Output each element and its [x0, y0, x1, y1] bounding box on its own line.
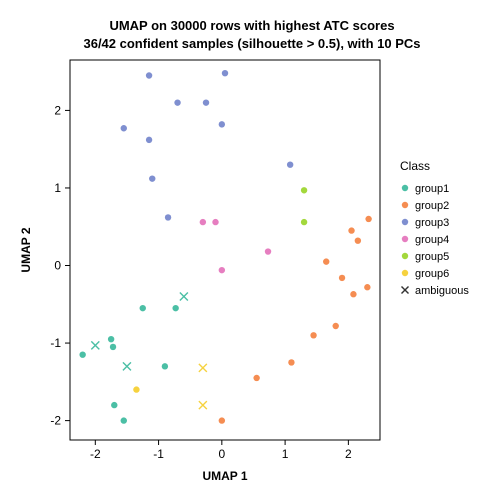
- point-circle: [200, 219, 206, 225]
- x-tick-label: 0: [218, 447, 225, 461]
- point-circle: [333, 323, 339, 329]
- legend-title: Class: [400, 159, 430, 173]
- point-circle: [287, 161, 293, 167]
- x-axis-label: UMAP 1: [202, 469, 247, 483]
- legend-marker-circle: [402, 202, 408, 208]
- point-circle: [301, 187, 307, 193]
- point-circle: [310, 332, 316, 338]
- point-circle: [350, 291, 356, 297]
- plot-box: [70, 60, 380, 440]
- point-circle: [162, 363, 168, 369]
- legend-marker-circle: [402, 219, 408, 225]
- point-circle: [146, 72, 152, 78]
- legend-marker-circle: [402, 236, 408, 242]
- point-circle: [339, 275, 345, 281]
- y-tick-label: 0: [54, 259, 61, 273]
- point-circle: [121, 417, 127, 423]
- x-tick-label: 1: [282, 447, 289, 461]
- point-circle: [108, 336, 114, 342]
- point-circle: [146, 137, 152, 143]
- legend-marker-circle: [402, 185, 408, 191]
- point-circle: [121, 125, 127, 131]
- point-circle: [79, 351, 85, 357]
- point-circle: [149, 175, 155, 181]
- point-circle: [265, 248, 271, 254]
- legend-label: group1: [415, 183, 449, 195]
- legend-label: group6: [415, 268, 449, 280]
- y-axis-label: UMAP 2: [19, 227, 33, 272]
- legend-label: group3: [415, 217, 449, 229]
- point-circle: [219, 417, 225, 423]
- point-circle: [288, 359, 294, 365]
- point-circle: [203, 99, 209, 105]
- y-tick-label: 2: [54, 103, 61, 117]
- x-tick-label: -1: [153, 447, 164, 461]
- y-tick-label: -1: [50, 336, 61, 350]
- point-circle: [140, 305, 146, 311]
- y-tick-label: 1: [54, 181, 61, 195]
- legend-marker-circle: [402, 253, 408, 259]
- scatter-plot: -2 -1 0 1 2 -2 -1 0 1 2 UMAP 1 UMAP 2 Class group1 gro…: [0, 0, 504, 504]
- point-circle: [174, 99, 180, 105]
- legend-marker-circle: [402, 270, 408, 276]
- point-circle: [301, 219, 307, 225]
- point-circle: [111, 402, 117, 408]
- legend-label: ambiguous: [415, 285, 469, 297]
- x-tick-label: -2: [90, 447, 101, 461]
- point-circle: [348, 227, 354, 233]
- x-tick-label: 2: [345, 447, 352, 461]
- point-circle: [165, 214, 171, 220]
- point-circle: [110, 344, 116, 350]
- point-circle: [323, 258, 329, 264]
- point-circle: [222, 70, 228, 76]
- point-circle: [364, 284, 370, 290]
- point-circle: [355, 237, 361, 243]
- point-circle: [219, 121, 225, 127]
- legend-label: group2: [415, 200, 449, 212]
- point-circle: [133, 386, 139, 392]
- y-tick-label: -2: [50, 414, 61, 428]
- legend-label: group4: [415, 234, 449, 246]
- point-circle: [172, 305, 178, 311]
- point-circle: [365, 216, 371, 222]
- legend-label: group5: [415, 251, 449, 263]
- point-circle: [253, 375, 259, 381]
- point-circle: [219, 267, 225, 273]
- point-circle: [212, 219, 218, 225]
